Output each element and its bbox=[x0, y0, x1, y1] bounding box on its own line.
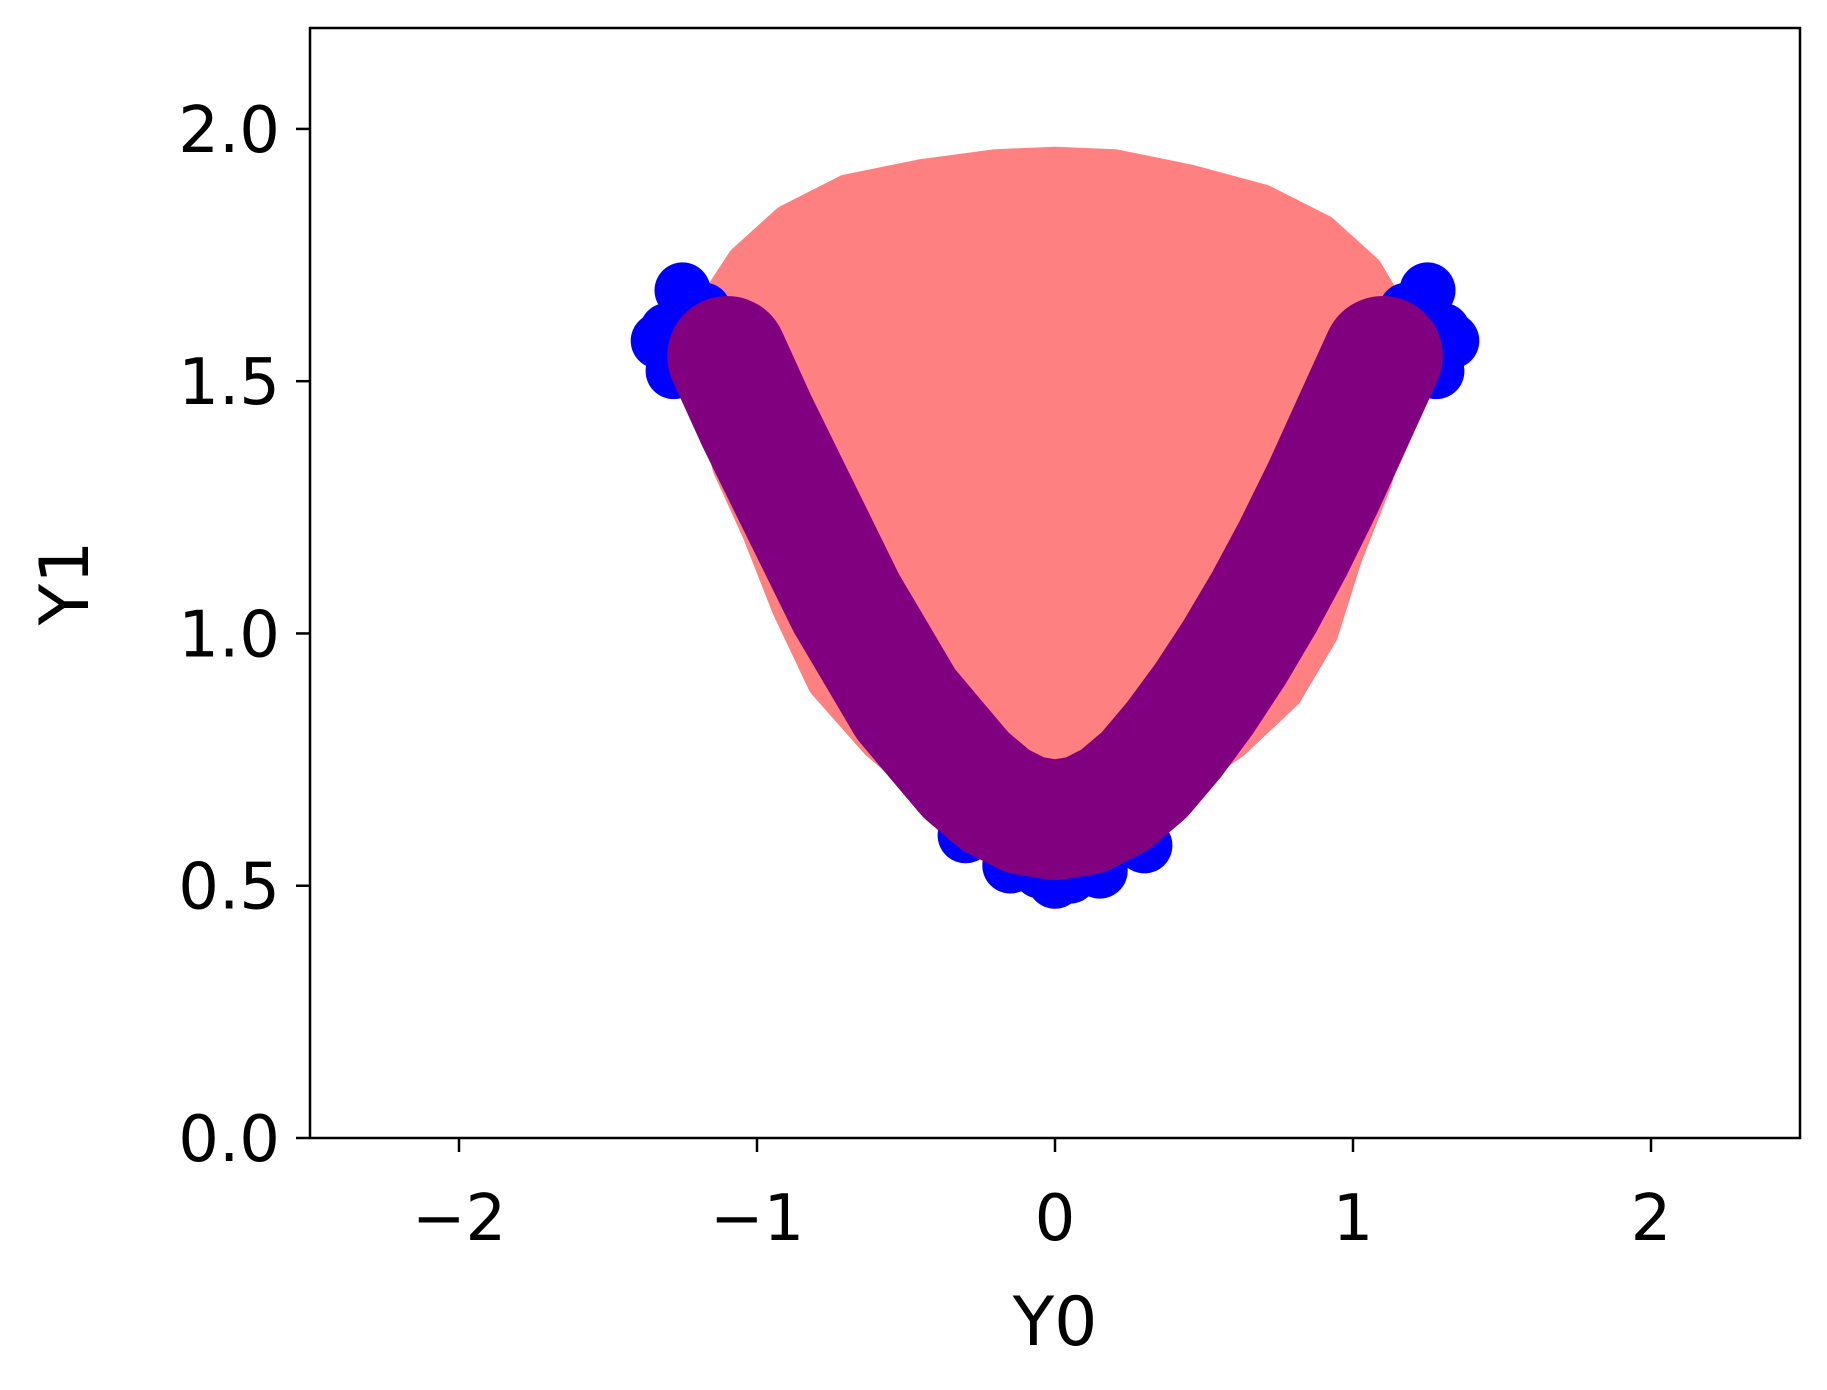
x-tick-label: 1 bbox=[1333, 1182, 1374, 1256]
purple-point bbox=[1368, 342, 1397, 370]
y-tick-label: 1.5 bbox=[178, 346, 280, 420]
purple-point bbox=[802, 528, 831, 557]
y-tick-label: 0.5 bbox=[178, 851, 280, 925]
purple-point bbox=[1219, 639, 1248, 668]
purple-point bbox=[1249, 589, 1278, 618]
purple-point bbox=[1011, 801, 1040, 830]
purple-point bbox=[1279, 533, 1308, 562]
y-axis-ticks: 0.0 0.5 1.0 1.5 2.0 bbox=[178, 94, 310, 1177]
y-tick-label: 1.0 bbox=[178, 598, 280, 672]
purple-point bbox=[1100, 786, 1129, 814]
purple-point bbox=[743, 407, 771, 436]
purple-point bbox=[1190, 685, 1218, 713]
purple-point bbox=[1339, 407, 1367, 436]
purple-point bbox=[1309, 473, 1338, 502]
x-axis-ticks: −2 −1 0 1 2 bbox=[412, 1138, 1672, 1256]
purple-point bbox=[713, 342, 742, 370]
purple-point bbox=[862, 639, 891, 668]
x-tick-label: 0 bbox=[1035, 1182, 1076, 1256]
y-axis-label: Y1 bbox=[26, 541, 105, 627]
purple-point bbox=[1130, 760, 1159, 789]
purple-point bbox=[1160, 725, 1189, 754]
x-tick-label: 2 bbox=[1631, 1182, 1672, 1256]
purple-point bbox=[1041, 806, 1069, 835]
purple-point bbox=[1070, 801, 1099, 830]
x-tick-label: −1 bbox=[710, 1182, 804, 1256]
purple-point bbox=[981, 786, 1010, 814]
purple-point bbox=[921, 725, 950, 754]
y-tick-label: 0.0 bbox=[178, 1103, 280, 1177]
x-tick-label: −2 bbox=[412, 1182, 506, 1256]
purple-point bbox=[832, 589, 861, 618]
y-tick-label: 2.0 bbox=[178, 94, 280, 168]
purple-point bbox=[892, 690, 920, 719]
purple-point bbox=[951, 760, 980, 789]
purple-point bbox=[772, 468, 801, 497]
plot-layer bbox=[630, 146, 1480, 909]
x-axis-label: Y0 bbox=[1012, 1283, 1098, 1362]
